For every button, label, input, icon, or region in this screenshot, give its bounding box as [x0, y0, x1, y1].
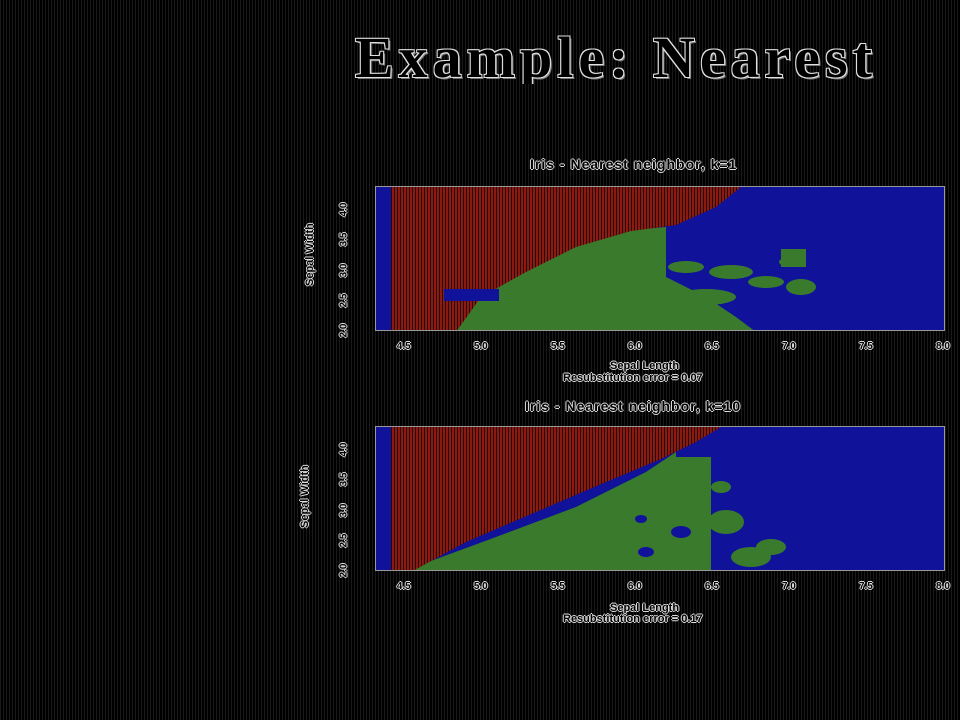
panel2-xlabel: Sepal Length	[610, 602, 680, 614]
panel2-title: Iris - Nearest neighbor, k=10	[525, 398, 742, 414]
panel1-xtick-label: 8.0	[936, 341, 950, 352]
panel1-title: Iris - Nearest neighbor, k=1	[530, 156, 738, 172]
panel1-xtick-label: 4.5	[396, 341, 411, 352]
panel1-ytick-label: 3.0	[338, 263, 350, 278]
slide-title: Example: Nearest	[355, 25, 877, 84]
panel2-ytick-label: 2.0	[338, 563, 350, 578]
panel2-xtick-label: 8.0	[936, 581, 950, 592]
panel2-region-setosa	[391, 427, 721, 570]
panel2-plot	[375, 426, 945, 571]
panel1-xtick-label: 5.5	[550, 341, 565, 352]
panel1-versicolor-islands	[636, 249, 816, 307]
panel2-ytick-label: 2.5	[338, 533, 350, 548]
panel2-versicolor-islands	[671, 457, 786, 570]
panel2-region-versicolor	[406, 452, 676, 570]
panel2-xtick-label: 6.0	[627, 581, 642, 592]
panel1-ytick-label: 2.5	[338, 293, 350, 308]
panel2-xtick-label: 6.5	[704, 581, 719, 592]
panel2-virginica-islands	[635, 515, 691, 557]
panel2-ytick-label: 4.0	[338, 442, 350, 457]
panel1-plot	[375, 186, 945, 331]
panel2-xtick-label: 7.5	[858, 581, 873, 592]
panel2-decision-regions	[391, 427, 786, 570]
panel2-xtick-label: 4.5	[396, 581, 411, 592]
panel1-xlabel: Sepal Length	[610, 360, 680, 372]
panel1-ylabel: Sepal Width	[304, 223, 316, 286]
panel2-ytick-label: 3.5	[338, 472, 350, 487]
panel1-decision-regions	[391, 187, 816, 330]
panel2-ylabel: Sepal Width	[299, 465, 311, 528]
panel1-xtick-label: 6.5	[704, 341, 719, 352]
panel1-xtick-label: 7.5	[858, 341, 873, 352]
panel1-xtick-label: 7.0	[781, 341, 796, 352]
panel2-xtick-label: 5.0	[473, 581, 488, 592]
panel2-caption: Resubstitution error = 0.17	[563, 613, 703, 625]
panel1-virginica-island	[444, 289, 499, 301]
panel1-ytick-label: 4.0	[338, 202, 350, 217]
panel1-xtick-label: 6.0	[627, 341, 642, 352]
panel2-ytick-label: 3.0	[338, 503, 350, 518]
panel1-ytick-label: 3.5	[338, 232, 350, 247]
panel1-ytick-label: 2.0	[338, 323, 350, 338]
panel2-xtick-label: 7.0	[781, 581, 796, 592]
panel2-xtick-label: 5.5	[550, 581, 565, 592]
panel1-xtick-label: 5.0	[473, 341, 488, 352]
panel1-caption: Resubstitution error = 0.07	[563, 372, 703, 384]
